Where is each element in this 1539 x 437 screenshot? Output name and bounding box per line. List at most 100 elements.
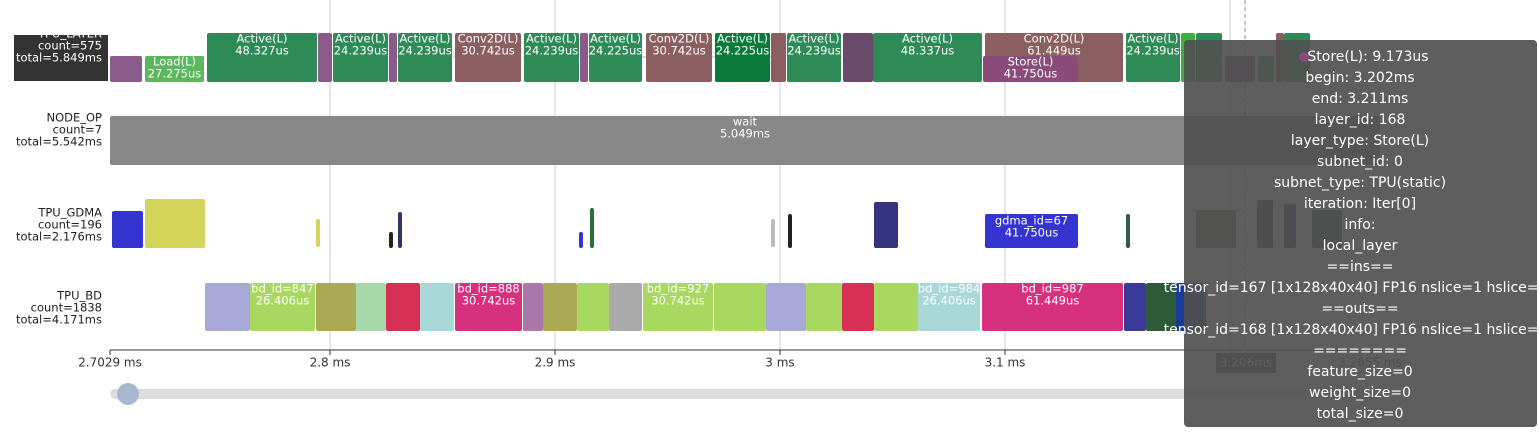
event-name: Store(L) — [1008, 55, 1054, 69]
event-name: bd_id=927 — [647, 282, 709, 296]
event-block — [580, 33, 588, 82]
event-block — [806, 283, 842, 331]
event-block — [590, 208, 594, 248]
event-duration: 5.049ms — [720, 127, 770, 141]
event-block — [982, 283, 1123, 331]
event-block — [766, 283, 806, 331]
axis-tick-label: 2.9 ms — [535, 356, 576, 370]
event-name: bd_id=987 — [1021, 282, 1083, 296]
event-block — [250, 283, 315, 331]
event-block — [333, 33, 388, 82]
event-block — [771, 219, 775, 247]
event-block — [110, 116, 1380, 165]
event-block — [389, 33, 397, 82]
event-name: Active(L) — [400, 32, 451, 46]
tooltip — [1184, 40, 1537, 427]
event-duration: 41.750us — [1004, 67, 1058, 81]
event-name: Conv2D(L) — [458, 32, 519, 46]
tooltip-line: layer_id: 168 — [1315, 112, 1406, 128]
event-block — [842, 283, 874, 331]
tooltip-line: ==ins== — [1327, 259, 1394, 275]
track-name: NODE_OP — [46, 111, 102, 125]
axis-tick-label: 2.8 ms — [310, 356, 351, 370]
event-duration: 24.225us — [589, 44, 643, 58]
scroll-knob[interactable] — [117, 383, 139, 405]
scrollbar[interactable] — [110, 389, 1380, 399]
tooltip-line: iteration: Iter[0] — [1304, 196, 1416, 212]
event-duration: 26.406us — [922, 294, 976, 308]
event-block — [205, 283, 250, 331]
event-block — [589, 33, 642, 82]
event-name: Active(L) — [717, 32, 768, 46]
event-block — [455, 283, 522, 331]
tooltip-line: info: — [1345, 217, 1376, 233]
event-block — [874, 202, 898, 248]
event-name: Conv2D(L) — [649, 32, 710, 46]
event-block — [523, 283, 543, 331]
track-total: total=4.171ms — [16, 313, 102, 327]
axis-tick-label: 2.7029 ms — [78, 356, 142, 370]
event-block — [316, 219, 320, 247]
track-total: total=2.176ms — [16, 230, 102, 244]
event-block — [207, 33, 317, 82]
event-block — [145, 199, 205, 248]
tooltip-line: tensor_id=167 [1x128x40x40] FP16 nslice=… — [1164, 280, 1539, 296]
event-name: bd_id=984 — [918, 282, 980, 296]
event-block — [1146, 283, 1176, 331]
track-name: TPU_BD — [56, 289, 102, 303]
event-duration: 26.406us — [256, 294, 310, 308]
event-duration: 24.239us — [334, 44, 388, 58]
event-name: bd_id=888 — [457, 282, 519, 296]
tooltip-dot — [1299, 52, 1309, 62]
event-block — [787, 33, 841, 82]
event-block — [110, 56, 142, 82]
event-block — [646, 33, 712, 82]
event-block — [398, 212, 402, 248]
tooltip-line: weight_size=0 — [1309, 385, 1411, 401]
event-duration: 48.327us — [235, 44, 289, 58]
tooltip-line: ==outs== — [1321, 301, 1398, 317]
tooltip-line: layer_type: Store(L) — [1291, 133, 1429, 149]
track-count: count=1838 — [31, 301, 102, 315]
event-block — [577, 283, 609, 331]
event-name: Active(L) — [789, 32, 840, 46]
event-block — [579, 232, 583, 248]
event-duration: 24.239us — [787, 44, 841, 58]
track-count: count=196 — [38, 218, 102, 232]
event-block — [983, 56, 1078, 82]
event-name: Conv2D(L) — [1024, 32, 1085, 46]
event-block — [386, 283, 420, 331]
tooltip-line: feature_size=0 — [1307, 364, 1412, 380]
event-name: Active(L) — [1128, 32, 1179, 46]
selected-track-box — [14, 35, 108, 81]
event-duration: 61.449us — [1026, 294, 1080, 308]
track-total: total=5.542ms — [16, 135, 102, 149]
event-name: Active(L) — [237, 32, 288, 46]
event-duration: 24.239us — [525, 44, 579, 58]
event-block — [985, 214, 1078, 248]
event-duration: 30.742us — [651, 294, 705, 308]
axis-tick-label: 3.1 ms — [985, 356, 1026, 370]
event-block — [714, 283, 766, 331]
event-duration: 30.742us — [652, 44, 706, 58]
event-name: gdma_id=67 — [995, 214, 1068, 228]
event-block — [874, 283, 918, 331]
event-name: Load(L) — [153, 55, 196, 69]
tooltip-line: begin: 3.202ms — [1305, 70, 1414, 86]
event-block — [145, 56, 204, 82]
tooltip-line: subnet_id: 0 — [1317, 154, 1403, 170]
track-total: total=5.849ms — [16, 51, 102, 65]
event-name: bd_id=847 — [251, 282, 313, 296]
event-duration: 24.225us — [716, 44, 770, 58]
event-block — [918, 283, 980, 331]
track-name: TPU_LAYER — [37, 27, 102, 41]
event-block — [843, 33, 873, 82]
event-duration: 24.239us — [398, 44, 452, 58]
event-block — [609, 283, 642, 331]
event-block — [316, 283, 356, 331]
event-block — [715, 33, 770, 82]
event-block — [643, 283, 713, 331]
event-block — [112, 211, 143, 248]
event-duration: 30.742us — [462, 294, 516, 308]
